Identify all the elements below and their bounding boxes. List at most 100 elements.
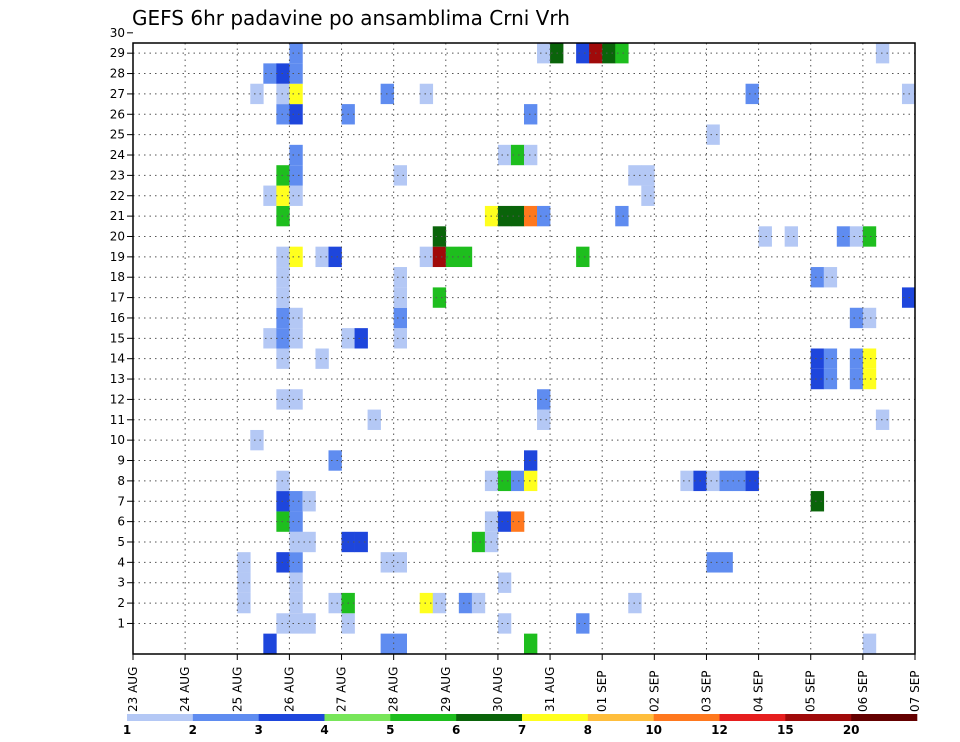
precip-cell bbox=[862, 633, 877, 654]
precip-cell bbox=[419, 592, 434, 614]
precip-cell bbox=[289, 83, 303, 105]
y-tick-label: 6 bbox=[117, 515, 125, 529]
legend-swatch bbox=[522, 714, 589, 721]
x-tick-label: 24 AUG bbox=[178, 667, 192, 712]
y-tick-label: 14 bbox=[110, 352, 125, 366]
precip-cell bbox=[276, 246, 290, 268]
precip-cell bbox=[471, 531, 486, 553]
y-tick-label: 3 bbox=[117, 576, 125, 590]
precip-cell bbox=[849, 348, 864, 369]
precip-cell bbox=[641, 185, 655, 206]
legend-label: 20 bbox=[843, 723, 860, 737]
precip-cell bbox=[276, 348, 290, 369]
precip-cell bbox=[276, 613, 290, 634]
precip-cell bbox=[524, 633, 538, 654]
precip-cell bbox=[758, 226, 772, 247]
legend-swatch bbox=[587, 714, 654, 721]
y-tick-label: 10 bbox=[110, 433, 125, 447]
precip-cell bbox=[497, 511, 512, 532]
precip-cell bbox=[380, 633, 394, 654]
precip-cell bbox=[510, 470, 525, 492]
y-tick-label: 8 bbox=[117, 474, 125, 488]
precip-cell bbox=[497, 470, 512, 492]
y-tick-label: 26 bbox=[110, 107, 125, 121]
precip-cell bbox=[471, 592, 486, 614]
precip-cell bbox=[276, 63, 290, 84]
heatmap-cells bbox=[237, 43, 916, 654]
precip-cell bbox=[432, 592, 447, 614]
precip-cell bbox=[289, 613, 303, 634]
precip-cell bbox=[706, 124, 720, 145]
x-tick-label: 07 SEP bbox=[908, 670, 922, 712]
legend-swatch bbox=[127, 714, 194, 721]
legend-swatch bbox=[390, 714, 457, 721]
precip-cell bbox=[250, 83, 264, 105]
y-tick-label: 5 bbox=[117, 535, 125, 549]
precip-cell bbox=[524, 205, 538, 227]
y-axis: 1234567891011121314151617181920212223242… bbox=[110, 26, 133, 630]
precip-cell bbox=[810, 491, 825, 512]
precip-cell bbox=[354, 531, 368, 553]
precip-cell bbox=[276, 287, 290, 308]
legend-swatch bbox=[324, 714, 391, 721]
precip-cell bbox=[719, 552, 733, 573]
precip-cell bbox=[432, 287, 447, 308]
precip-cell bbox=[510, 511, 525, 532]
precip-cell bbox=[367, 409, 381, 430]
precip-cell bbox=[276, 104, 290, 125]
y-tick-label: 19 bbox=[110, 250, 125, 264]
precip-cell bbox=[432, 246, 447, 268]
precip-cell bbox=[680, 470, 694, 492]
x-tick-label: 28 AUG bbox=[387, 667, 401, 712]
legend-label: 6 bbox=[452, 723, 460, 737]
precip-cell bbox=[289, 144, 303, 166]
precip-cell bbox=[810, 368, 825, 390]
precip-cell bbox=[289, 104, 303, 125]
precip-cell bbox=[276, 165, 290, 186]
precip-cell bbox=[419, 246, 434, 268]
precip-cell bbox=[823, 368, 838, 390]
precip-cell bbox=[810, 348, 825, 369]
precip-cell bbox=[615, 43, 629, 64]
legend-swatch bbox=[258, 714, 325, 721]
precip-cell bbox=[393, 552, 407, 573]
precip-cell bbox=[289, 531, 303, 553]
precip-cell bbox=[641, 165, 655, 186]
y-tick-label: 18 bbox=[110, 270, 125, 284]
precip-cell bbox=[810, 267, 825, 288]
precip-cell bbox=[576, 43, 590, 64]
precip-cell bbox=[263, 185, 277, 206]
precip-cell bbox=[719, 470, 733, 492]
x-tick-label: 01 SEP bbox=[595, 670, 609, 712]
y-tick-label: 29 bbox=[110, 46, 125, 60]
y-tick-label: 9 bbox=[117, 454, 125, 468]
precip-cell bbox=[862, 307, 877, 329]
precip-cell bbox=[510, 144, 525, 166]
precip-cell bbox=[497, 144, 512, 166]
precip-cell bbox=[524, 104, 538, 125]
precip-cell bbox=[745, 83, 759, 105]
precip-cell bbox=[315, 246, 329, 268]
precip-cell bbox=[393, 287, 407, 308]
legend-swatch bbox=[653, 714, 720, 721]
dotted-grid bbox=[133, 43, 915, 654]
precip-cell bbox=[289, 246, 303, 268]
precip-cell bbox=[393, 633, 407, 654]
x-tick-label: 02 SEP bbox=[647, 670, 661, 712]
precip-cell bbox=[862, 348, 877, 369]
precip-cell bbox=[524, 450, 538, 471]
x-tick-label: 04 SEP bbox=[752, 670, 766, 712]
y-tick-label: 24 bbox=[110, 148, 125, 162]
precip-cell bbox=[706, 552, 720, 573]
precip-cell bbox=[537, 205, 551, 227]
precip-cell bbox=[276, 328, 290, 349]
legend-swatch bbox=[851, 714, 918, 721]
precip-cell bbox=[524, 144, 538, 166]
y-tick-label: 17 bbox=[110, 291, 125, 305]
y-tick-label: 28 bbox=[110, 67, 125, 81]
precip-cell bbox=[510, 205, 525, 227]
precip-cell bbox=[289, 165, 303, 186]
precip-cell bbox=[263, 633, 277, 654]
x-tick-label: 05 SEP bbox=[804, 670, 818, 712]
